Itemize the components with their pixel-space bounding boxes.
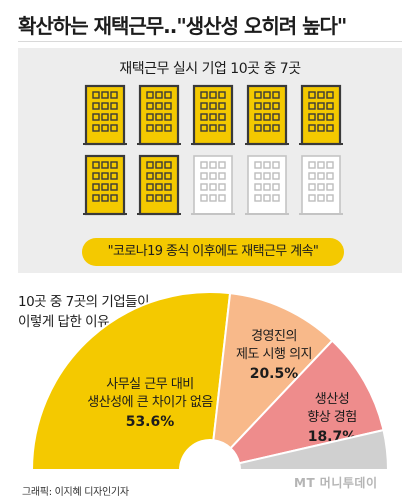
- graphic-credit: 그래픽: 이지혜 디자인기자: [22, 487, 129, 498]
- pie-slice-1: [30, 291, 232, 471]
- office-building-icon-highlighted: [245, 84, 289, 146]
- slice-label-1-line-1: 사무실 근무 대비: [106, 377, 194, 392]
- pie-slice-2: [212, 292, 334, 450]
- slice-label-2-line-2: 제도 시행 의지: [236, 346, 312, 362]
- title-divider: [18, 41, 402, 42]
- quote-pill: "코로나19 종식 이후에도 재택근무 계속": [82, 238, 344, 266]
- pie-caption-line-2: 이렇게 답한 이유: [18, 314, 110, 330]
- pie-caption: 10곳 중 7곳의 기업들이 이렇게 답한 이유: [18, 292, 150, 332]
- office-building-icon-highlighted: [299, 84, 343, 146]
- office-building-icon: [191, 155, 235, 215]
- office-building-icon: [245, 155, 289, 215]
- panel-title: 재택근무 실시 기업 10곳 중 7곳: [119, 61, 301, 77]
- office-building-icon-highlighted: [137, 154, 181, 216]
- slice-value-1: 53.6%: [126, 414, 175, 430]
- office-building-icon-highlighted: [137, 84, 181, 146]
- slice-label-3-line-2: 향상 경험: [307, 410, 356, 425]
- office-building-icon-highlighted: [83, 154, 127, 216]
- pie-slice-3: [229, 339, 385, 465]
- slice-label-1-line-2: 생산성에 큰 차이가 없음: [87, 395, 213, 410]
- office-building-icon: [299, 155, 343, 215]
- building-icon-grid: [83, 84, 343, 216]
- office-building-icon-highlighted: [191, 84, 235, 146]
- slice-label-3-line-1: 생산성: [315, 392, 349, 407]
- slice-label-2-line-1: 경영진의: [251, 329, 297, 344]
- office-building-icon-highlighted: [83, 84, 127, 146]
- slice-value-2: 20.5%: [250, 366, 299, 382]
- publisher-logo: MT 머니투데이: [294, 476, 378, 490]
- headline: 확산하는 재택근무.."생산성 오히려 높다": [18, 14, 347, 38]
- pie-caption-line-1: 10곳 중 7곳의 기업들이: [18, 294, 150, 310]
- remote-work-panel: 재택근무 실시 기업 10곳 중 7곳 "코로나19 종식 이후에도 재택근무 …: [18, 48, 402, 273]
